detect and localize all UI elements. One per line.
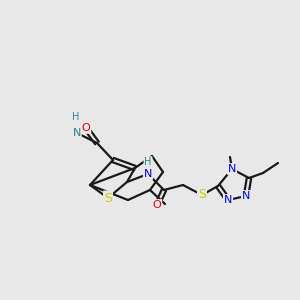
Text: N: N — [228, 164, 236, 174]
Text: N: N — [242, 191, 250, 201]
Text: O: O — [82, 123, 90, 133]
Text: N: N — [73, 128, 81, 138]
Text: S: S — [198, 188, 206, 202]
Text: H: H — [72, 112, 80, 122]
Text: N: N — [144, 169, 152, 179]
Text: O: O — [153, 200, 161, 210]
Text: N: N — [224, 195, 232, 205]
Text: S: S — [104, 191, 112, 205]
Text: H: H — [144, 157, 152, 167]
